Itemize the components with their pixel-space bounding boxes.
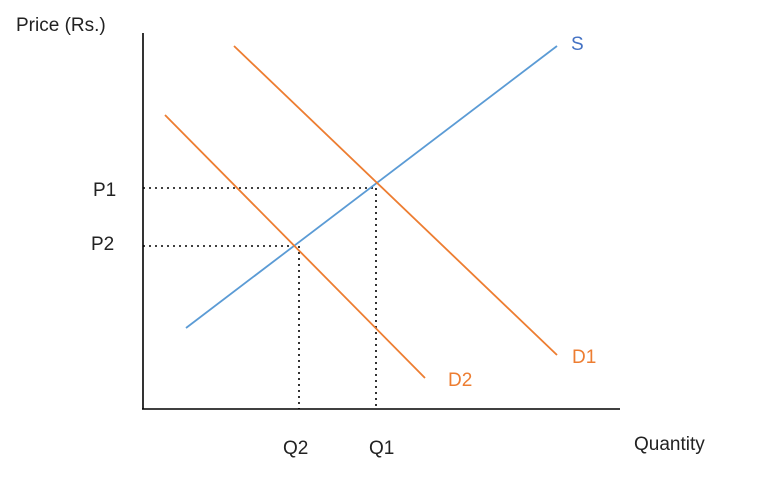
supply-label: S	[571, 34, 584, 55]
quantity-label-q1: Q1	[369, 438, 394, 459]
demand-label-d2: D2	[448, 370, 472, 391]
demand-label-d1: D1	[572, 347, 596, 368]
quantity-label-q2: Q2	[283, 438, 308, 459]
price-label-p2: P2	[91, 234, 114, 255]
demand-curve-d2	[164, 114, 426, 379]
x-axis-label: Quantity	[634, 434, 705, 455]
price-label-p1: P1	[93, 180, 116, 201]
demand-curve-d1	[233, 45, 558, 356]
y-axis-label: Price (Rs.)	[16, 15, 106, 36]
supply-curve	[185, 45, 558, 329]
